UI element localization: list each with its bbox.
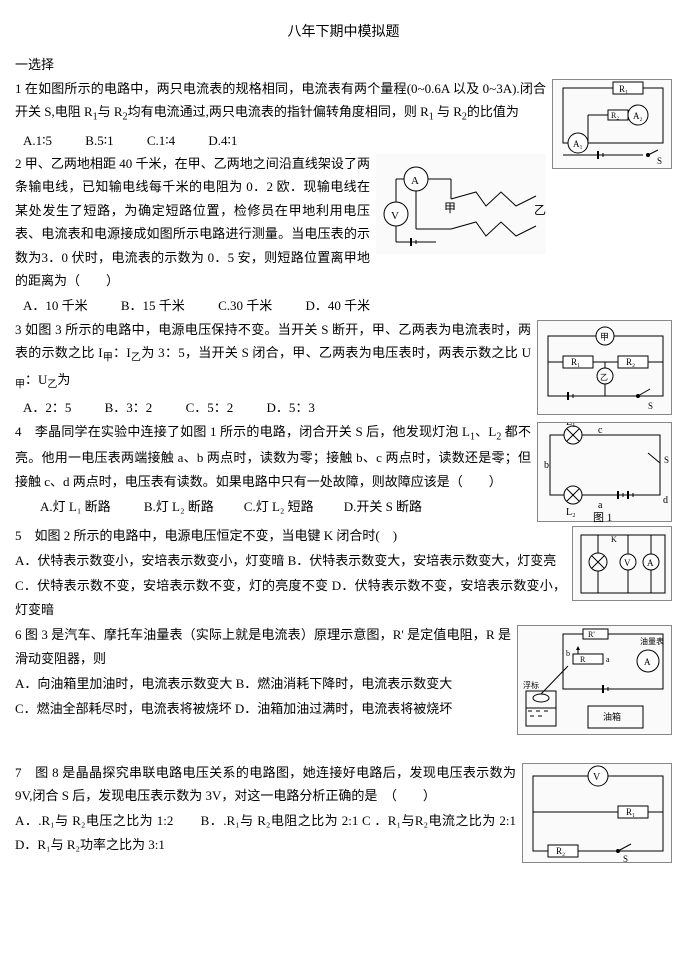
figure-q2: A V 甲 乙 (376, 154, 546, 254)
figure-q3: 甲 R₁ R₂ 乙 S (537, 320, 672, 415)
figure-q1: R₁ A₁ A₂ R₂ S (552, 79, 672, 169)
svg-text:R₁: R₁ (619, 84, 628, 94)
svg-text:R: R (580, 655, 586, 664)
q2-optA: A．10 千米 (23, 294, 88, 317)
svg-text:S: S (657, 156, 662, 166)
svg-text:乙: 乙 (534, 203, 546, 217)
q1-optB: B.5∶1 (85, 129, 113, 152)
svg-text:a: a (598, 500, 603, 511)
svg-text:d: d (663, 495, 668, 506)
svg-text:c: c (598, 425, 603, 436)
svg-text:b: b (544, 460, 549, 471)
q4-optD: D.开关 S 断路 (344, 495, 422, 518)
q3-optA: A．2：5 (23, 396, 71, 419)
q4-optA: A.灯 L₁ 断路 (40, 495, 111, 518)
figure-q7: V R₁ R₂ S (522, 763, 672, 863)
svg-text:S: S (623, 854, 628, 864)
q2-optD: D．40 千米 (305, 294, 370, 317)
svg-text:V: V (593, 772, 601, 783)
svg-text:油量表: 油量表 (640, 636, 664, 646)
svg-text:A₁: A₁ (573, 139, 583, 149)
section-heading: 一选择 (15, 53, 672, 76)
svg-text:K: K (611, 535, 617, 544)
svg-text:R₂: R₂ (611, 111, 619, 120)
q2-optB: B．15 千米 (121, 294, 185, 317)
q4-optC: C.灯 L₂ 短路 (244, 495, 314, 518)
q3-optD: D．5：3 (266, 396, 314, 419)
svg-text:S: S (664, 455, 669, 465)
figure-q5: V A K (572, 526, 672, 601)
q2-stem: 2 甲、乙两地相距 40 千米，在甲、乙两地之间沿直线架设了两条输电线，已知输电… (15, 152, 672, 292)
svg-text:A: A (644, 657, 651, 667)
svg-text:A: A (411, 175, 419, 187)
q2-optC: C.30 千米 (218, 294, 272, 317)
q3-optC: C．5：2 (186, 396, 234, 419)
svg-text:V: V (624, 558, 631, 568)
svg-text:a: a (606, 655, 610, 664)
svg-text:乙: 乙 (600, 373, 608, 382)
svg-text:图 1: 图 1 (593, 511, 612, 523)
svg-text:R₂: R₂ (556, 846, 565, 856)
page-title: 八年下期中模拟题 (15, 20, 672, 45)
svg-text:R₂: R₂ (626, 357, 635, 367)
svg-text:R': R' (588, 630, 595, 639)
svg-text:A₂: A₂ (633, 111, 643, 121)
svg-text:R₁: R₁ (571, 357, 580, 367)
svg-text:甲: 甲 (600, 332, 609, 342)
q2-options: A．10 千米 B．15 千米 C.30 千米 D．40 千米 (23, 294, 672, 317)
svg-text:V: V (391, 210, 399, 222)
svg-text:浮标: 浮标 (523, 680, 539, 690)
figure-q4: L₁ L₂ b c a d S 图 1 (537, 422, 672, 522)
svg-text:b: b (566, 649, 570, 658)
q1-optA: A.1∶5 (23, 129, 52, 152)
q1-optD: D.4∶1 (208, 129, 237, 152)
svg-text:L₁: L₁ (566, 423, 576, 428)
svg-text:A: A (647, 558, 654, 568)
svg-text:S: S (648, 401, 653, 411)
figure-q6: R' A 油量表 R b a 浮标 油箱 (517, 625, 672, 735)
svg-text:R₁: R₁ (626, 807, 635, 817)
q1-optC: C.1∶4 (147, 129, 175, 152)
svg-text:L₂: L₂ (566, 507, 576, 518)
q4-optB: B.灯 L₂ 断路 (144, 495, 214, 518)
q3-optB: B．3：2 (105, 396, 153, 419)
svg-text:甲: 甲 (444, 201, 456, 215)
svg-text:油箱: 油箱 (603, 711, 621, 722)
